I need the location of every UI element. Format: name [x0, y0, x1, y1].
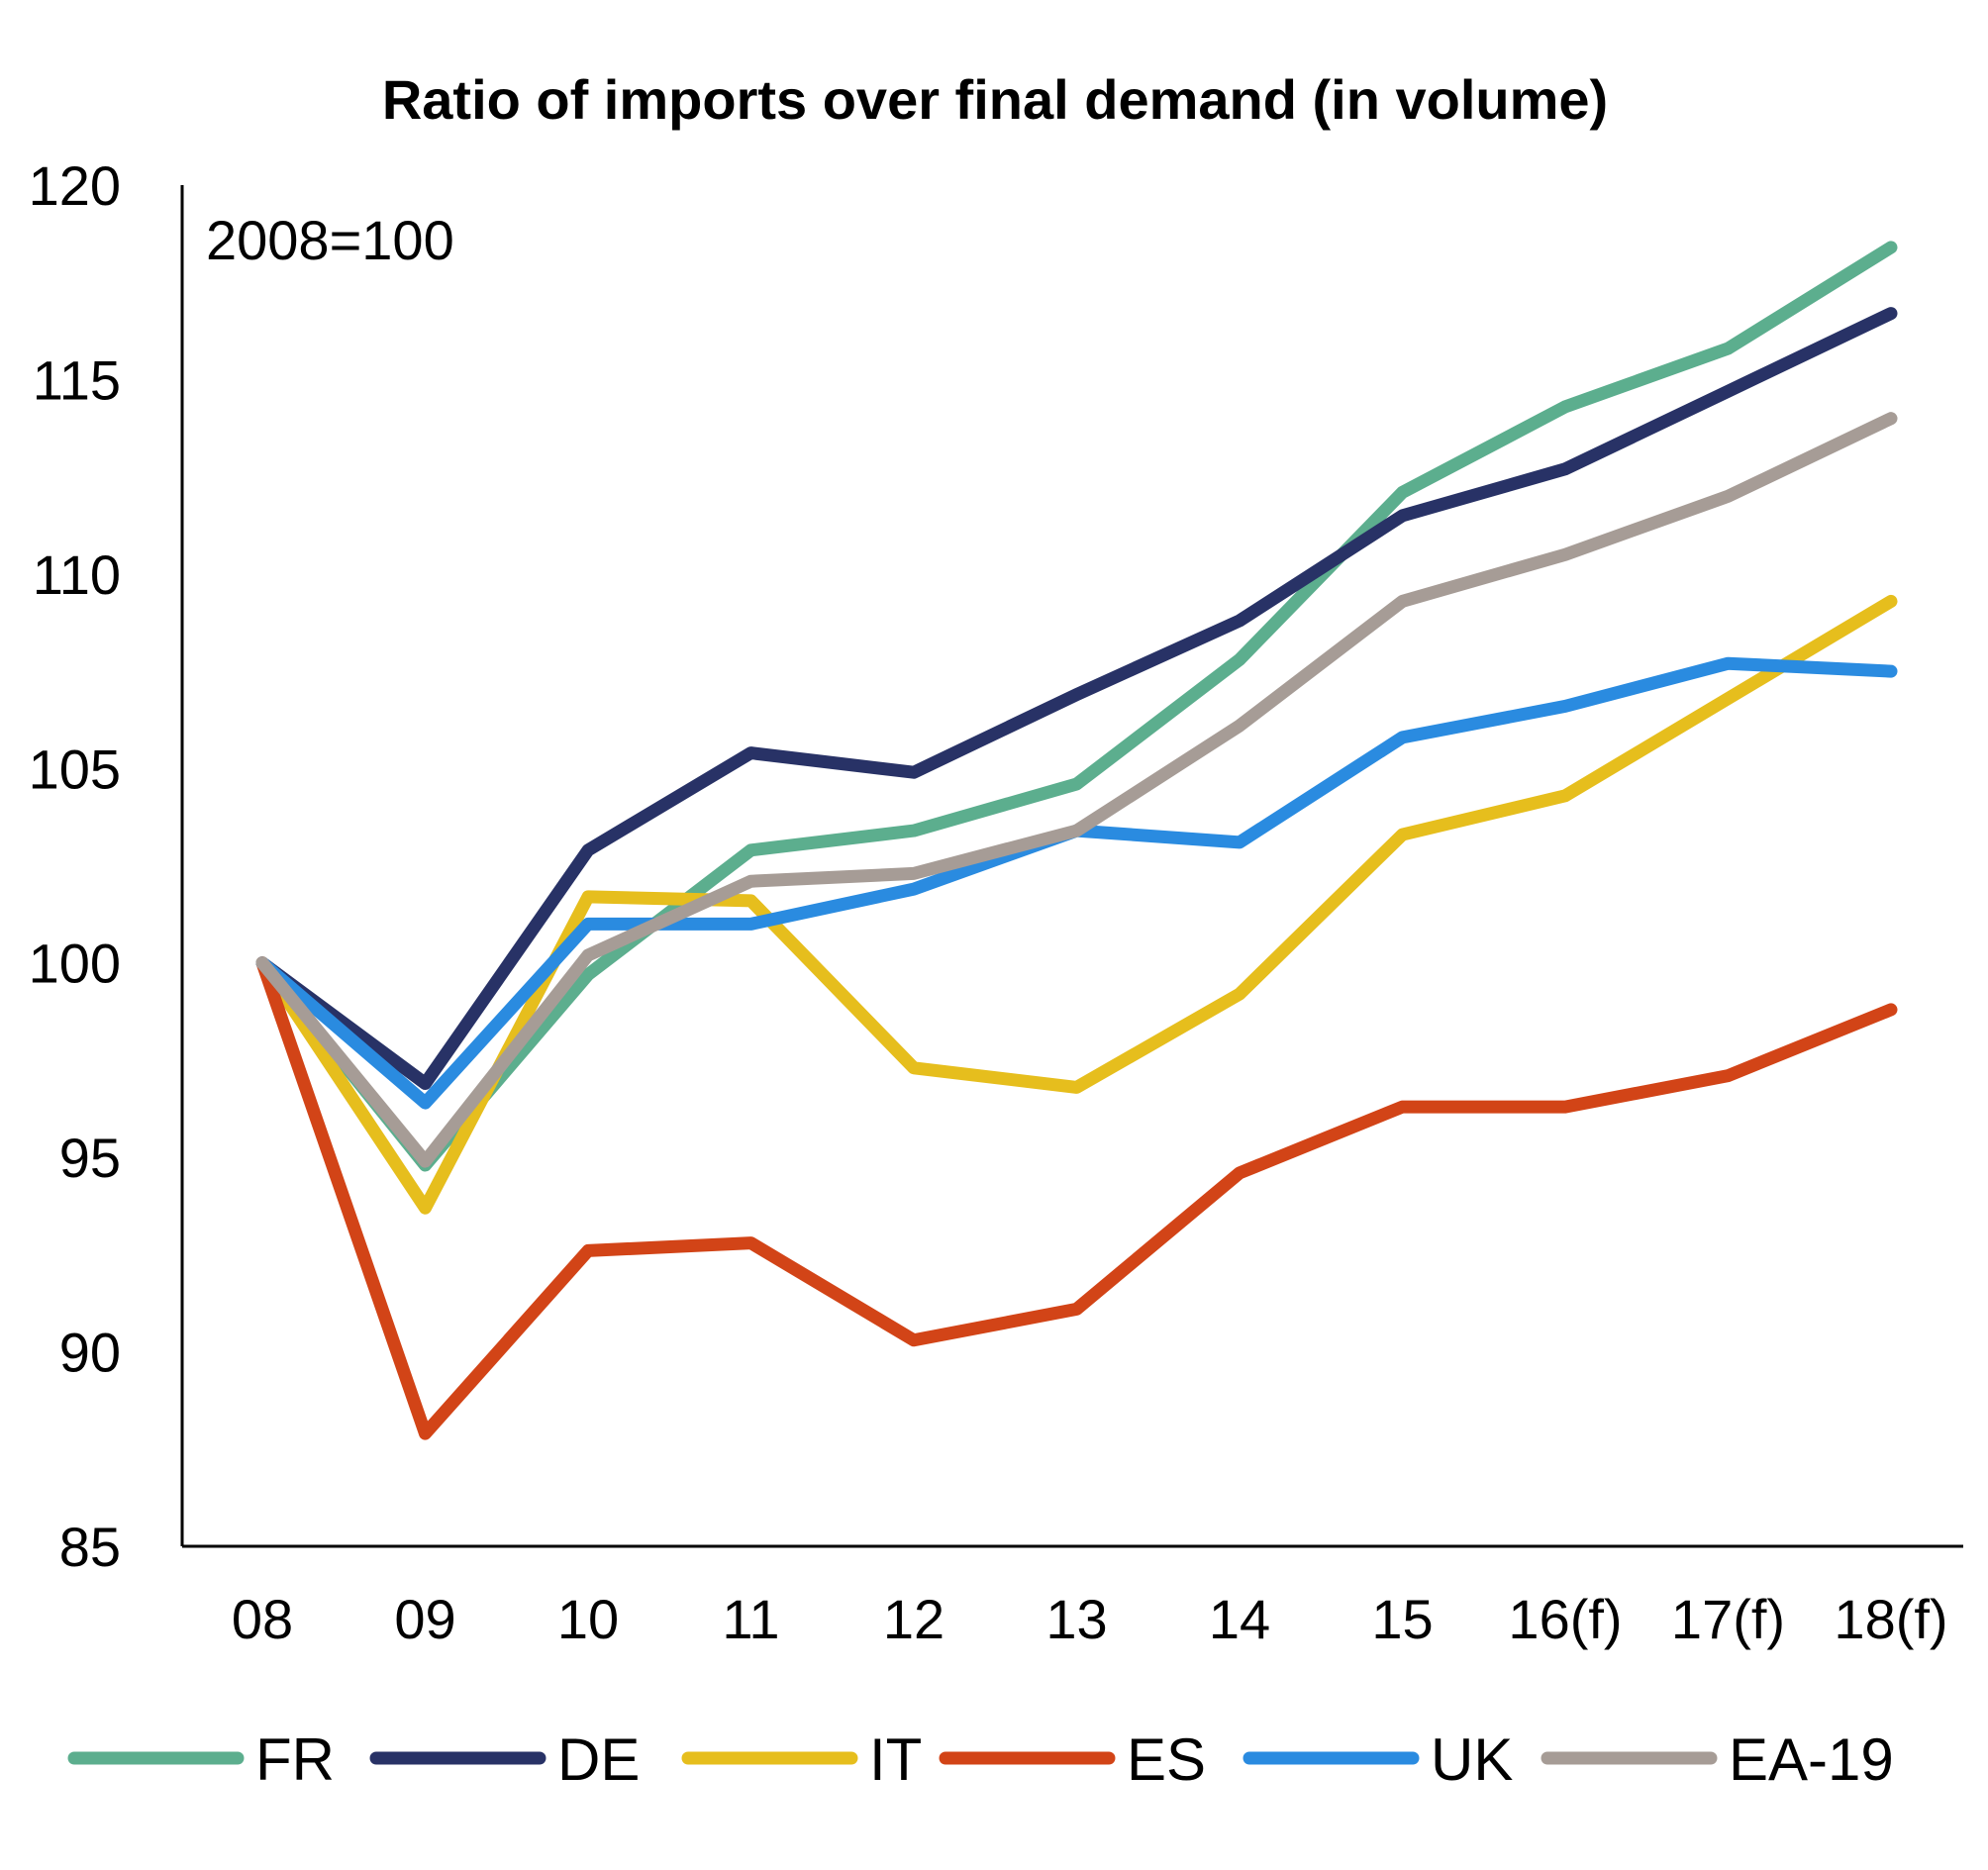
series-line-ea-19: [255, 412, 1898, 1168]
y-tick-label: 100: [29, 933, 121, 995]
series-line-es: [255, 956, 1898, 1440]
x-tick-label: 14: [1209, 1588, 1270, 1650]
legend-label-de: DE: [557, 1726, 640, 1793]
x-tick-label: 11: [722, 1588, 779, 1650]
y-tick-label: 120: [29, 154, 121, 217]
legend-label-ea-19: EA-19: [1729, 1726, 1894, 1793]
chart-title: Ratio of imports over final demand (in v…: [382, 68, 1608, 131]
x-tick-label: 08: [232, 1588, 293, 1650]
legend-label-uk: UK: [1431, 1726, 1513, 1793]
legend: FR DE IT ES UK EA-19: [67, 1726, 1894, 1793]
y-tick-label: 85: [59, 1516, 121, 1578]
series-layer: [255, 241, 1898, 1440]
legend-label-fr: FR: [255, 1726, 335, 1793]
x-tick-label: 18(f): [1834, 1588, 1947, 1650]
base-year-note: 2008=100: [206, 209, 454, 271]
series-line-uk: [255, 656, 1898, 1110]
x-tick-label: 09: [394, 1588, 455, 1650]
x-tick-label: 16(f): [1508, 1588, 1622, 1650]
x-tick-label: 12: [883, 1588, 944, 1650]
y-tick-label: 110: [33, 543, 121, 606]
x-tick-label: 13: [1045, 1588, 1107, 1650]
legend-label-es: ES: [1127, 1726, 1206, 1793]
x-axis-ticks: 08 09 10 11 12 13 14 15 16(f) 17(f) 18(f): [232, 1588, 1948, 1650]
y-tick-label: 90: [59, 1322, 121, 1384]
series-line-fr: [255, 241, 1898, 1172]
series-line-it: [255, 594, 1898, 1215]
series-line-de: [255, 307, 1898, 1090]
y-tick-label: 95: [59, 1127, 121, 1189]
x-tick-label: 10: [557, 1588, 619, 1650]
legend-label-it: IT: [869, 1726, 922, 1793]
y-axis-ticks: 120 115 110 105 100 95 90 85: [29, 154, 121, 1578]
x-tick-label: 15: [1371, 1588, 1433, 1650]
y-tick-label: 105: [29, 738, 121, 800]
y-tick-label: 115: [33, 348, 121, 411]
x-tick-label: 17(f): [1671, 1588, 1785, 1650]
